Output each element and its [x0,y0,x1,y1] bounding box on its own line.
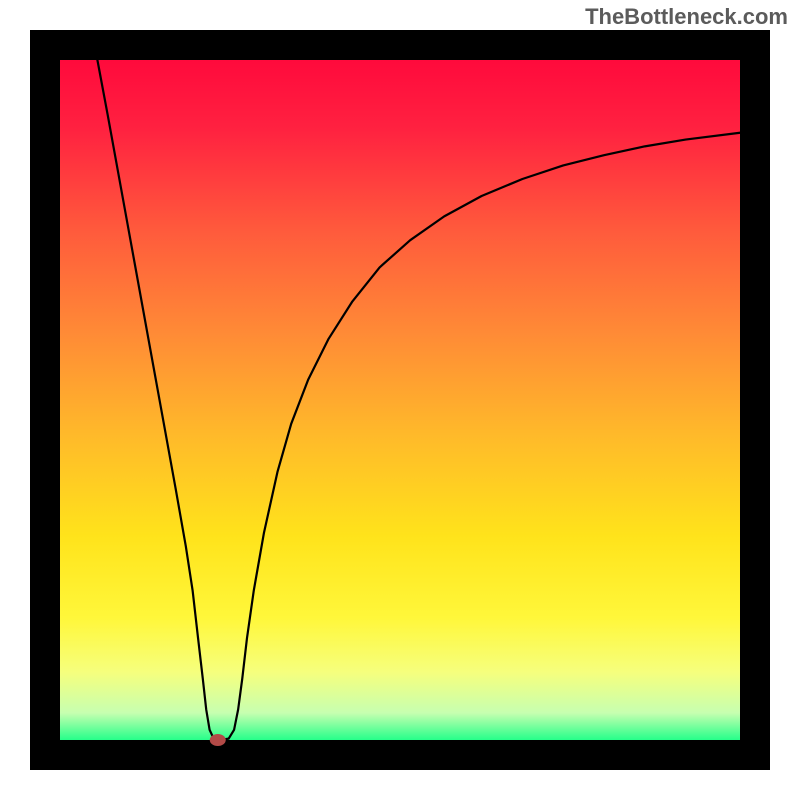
chart-container: TheBottleneck.com [0,0,800,800]
minimum-marker [210,734,226,746]
bottleneck-curve-chart [0,0,800,800]
watermark-text: TheBottleneck.com [585,4,788,30]
plot-background [60,60,740,740]
